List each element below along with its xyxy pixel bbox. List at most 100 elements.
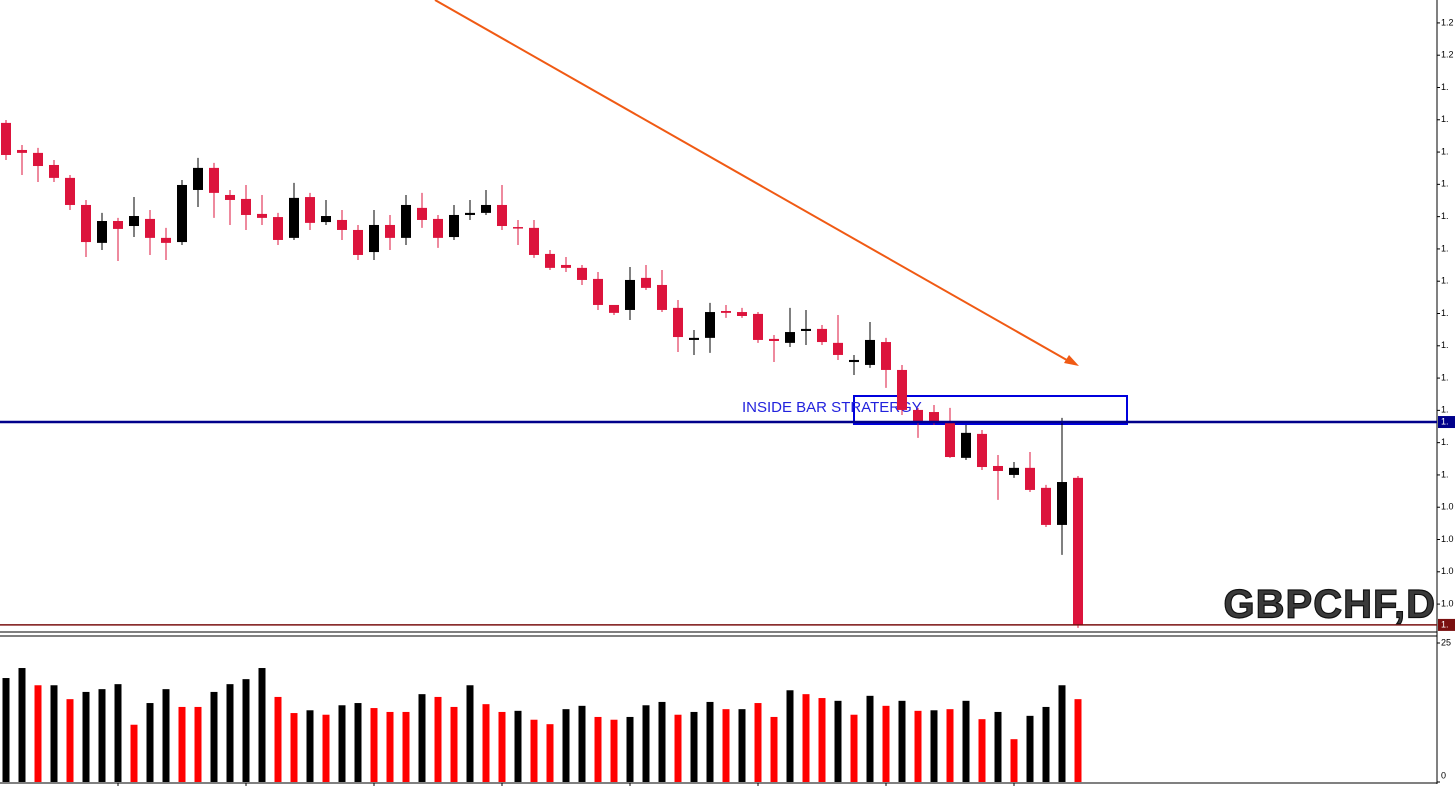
candle-body (97, 221, 107, 243)
y-tick-label: 1. (1441, 243, 1449, 253)
candle-body (577, 267, 587, 280)
candle-body (977, 433, 987, 468)
volume-bar (418, 694, 426, 782)
volume-bar (50, 685, 58, 782)
y-tick-label: 25 (1441, 637, 1451, 647)
volume-bar (226, 684, 234, 782)
candle-body (241, 198, 251, 215)
volume-bar (466, 685, 474, 782)
price-level-label: 1. (1441, 416, 1449, 426)
volume-bar (610, 719, 618, 782)
candle-body (209, 167, 219, 193)
volume-bar (1026, 715, 1034, 782)
chart-title: GBPCHF,D (1224, 583, 1436, 627)
y-tick-label: 1. (1441, 405, 1449, 415)
candle-body (193, 167, 203, 190)
volume-bar (514, 710, 522, 782)
volume-bar (114, 684, 122, 782)
candle-body (17, 149, 27, 153)
y-tick-label: 1. (1441, 179, 1449, 189)
candle-body (497, 204, 507, 227)
volume-bar (18, 668, 26, 782)
y-tick-label: 1.0 (1441, 502, 1454, 512)
candle-body (689, 337, 699, 340)
candle-body (545, 253, 555, 268)
volume-bar (178, 706, 186, 782)
candle-body (593, 278, 603, 305)
volume-bar (66, 699, 74, 782)
volume-bar (642, 705, 650, 782)
volume-bar (674, 714, 682, 782)
candle-body (337, 219, 347, 230)
candle-body (513, 227, 523, 229)
annotation: INSIDE BAR STRATERGY (742, 399, 922, 416)
volume-bar (98, 689, 106, 782)
volume-bar (290, 713, 298, 782)
candle-body (737, 312, 747, 316)
candle-body (305, 197, 315, 223)
candle-body (129, 216, 139, 227)
candle-body (753, 313, 763, 340)
y-tick-label: 1. (1441, 372, 1449, 382)
volume-bar (370, 708, 378, 782)
candle-body (641, 277, 651, 288)
candle-body (833, 342, 843, 355)
y-tick-label: 1.0 (1441, 566, 1454, 576)
candle-body (1, 122, 11, 155)
volume-bar (1042, 706, 1050, 782)
candle-body (273, 217, 283, 240)
volume-bar (914, 710, 922, 782)
candle-body (929, 412, 939, 421)
candle-body (1041, 487, 1051, 525)
candle-body (865, 339, 875, 365)
candle-body (721, 311, 731, 313)
candle-body (257, 213, 267, 218)
volume-bar (706, 701, 714, 782)
candle-body (433, 218, 443, 238)
candle-body (81, 204, 91, 243)
candle-body (625, 279, 635, 310)
candle-body (705, 312, 715, 338)
volume-bar (722, 709, 730, 782)
volume-bar (786, 690, 794, 782)
candle-body (961, 432, 971, 458)
candle-body (609, 304, 619, 313)
candle-body (49, 164, 59, 178)
y-tick-label: 0 (1441, 770, 1446, 780)
candle-body (673, 307, 683, 338)
volume-bar (754, 703, 762, 782)
volume-bar (626, 716, 634, 782)
candle-body (225, 194, 235, 200)
inside-bar-box (853, 395, 1128, 425)
volume-bar (530, 719, 538, 782)
candle-body (145, 218, 155, 238)
volume-bar (130, 724, 138, 782)
volume-bar (978, 719, 986, 782)
volume-bar (194, 706, 202, 782)
candle-body (33, 152, 43, 167)
volume-bar (898, 700, 906, 782)
candle-body (1025, 467, 1035, 490)
candle-body (817, 328, 827, 343)
candle-body (1009, 467, 1019, 475)
candle-body (993, 465, 1003, 471)
price-level-label: 1. (1441, 619, 1449, 629)
y-tick-label: 1.2 (1441, 17, 1454, 27)
volume-bar (34, 685, 42, 782)
candle-body (881, 342, 891, 370)
y-tick-label: 1. (1441, 308, 1449, 318)
volume-bar (322, 714, 330, 782)
volume-bar (306, 710, 314, 782)
candle-body (657, 284, 667, 310)
volume-bar (1074, 699, 1082, 782)
candle-body (769, 338, 779, 341)
volume-bar (802, 694, 810, 782)
candle-body (481, 204, 491, 213)
volume-bar (930, 710, 938, 782)
candle-body (177, 184, 187, 243)
candle-body (161, 237, 171, 243)
candle-body (369, 224, 379, 253)
volume-bar (1010, 739, 1018, 782)
y-tick-label: 1. (1441, 146, 1449, 156)
